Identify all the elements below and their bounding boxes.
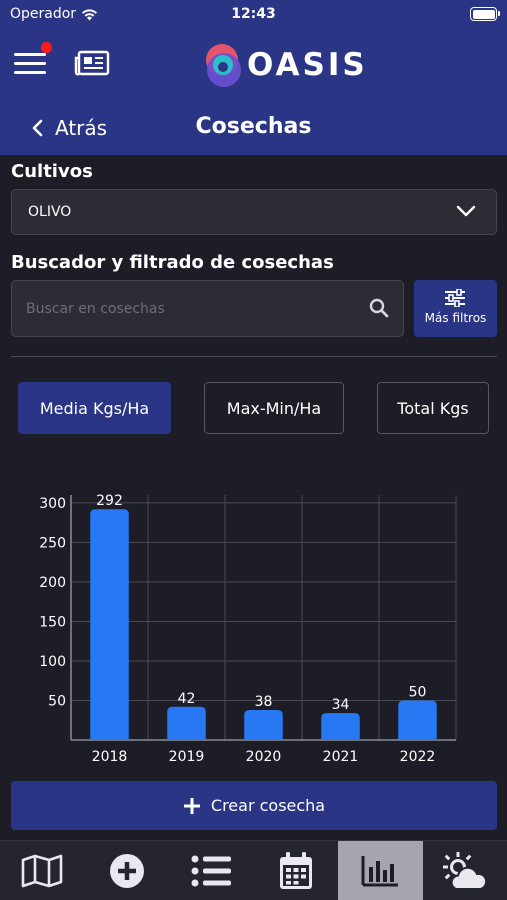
oasis-logo-icon: [206, 44, 241, 87]
weather-icon: [442, 851, 487, 890]
y-tick-label: 100: [39, 654, 66, 670]
chevron-left-icon: [32, 119, 43, 137]
tab-list[interactable]: [169, 841, 254, 900]
divider: [11, 356, 497, 357]
y-tick-label: 150: [39, 614, 66, 630]
search-section-label: Buscador y filtrado de cosechas: [11, 252, 334, 273]
chart-icon: [361, 855, 399, 886]
calendar-icon: [279, 851, 312, 889]
brand-logo: OASIS: [203, 40, 368, 90]
more-filters-label: Más filtros: [424, 311, 487, 325]
plus-icon: [183, 797, 200, 814]
data-label-2018: 292: [96, 493, 123, 509]
navigation-bar: Atrás Cosechas: [0, 108, 507, 148]
chevron-down-icon: [456, 205, 476, 217]
sliders-icon: [445, 289, 465, 307]
add-circle-icon: [109, 853, 144, 888]
x-tick-label-2020: 2020: [246, 749, 282, 765]
tab-total-kgs[interactable]: Total Kgs: [377, 382, 489, 434]
back-button[interactable]: Atrás: [32, 116, 107, 140]
carrier-name: Operador: [10, 6, 77, 22]
data-label-2021: 34: [332, 697, 350, 713]
page-title: Cosechas: [195, 114, 312, 139]
tab-media-kgs-ha[interactable]: Media Kgs/Ha: [18, 382, 171, 434]
back-label: Atrás: [55, 116, 108, 140]
search-icon[interactable]: [369, 298, 389, 318]
search-input[interactable]: [12, 281, 352, 336]
crops-label: Cultivos: [11, 161, 93, 182]
bar-2019: [167, 706, 206, 740]
map-icon: [21, 854, 63, 887]
y-tick-label: 300: [39, 496, 66, 512]
newspaper-icon: [74, 50, 110, 76]
bottom-tab-bar: [0, 840, 507, 900]
tab-add[interactable]: [85, 841, 170, 900]
x-tick-label-2018: 2018: [92, 749, 128, 765]
status-time: 12:43: [231, 6, 276, 22]
data-label-2020: 38: [255, 694, 273, 710]
x-tick-label-2019: 2019: [169, 749, 205, 765]
news-button[interactable]: [74, 48, 110, 78]
tab-map[interactable]: [0, 841, 85, 900]
crop-select-value: OLIVO: [28, 204, 72, 220]
bar-2022: [398, 700, 437, 740]
harvest-bar-chart: 50 100 150 200 250 300 292 2018 42 2019 38 2020 34 20…: [39, 493, 457, 765]
create-harvest-label: Crear cosecha: [210, 796, 326, 815]
bar-2021: [321, 713, 360, 740]
data-label-2019: 42: [178, 691, 196, 707]
data-label-2022: 50: [409, 684, 427, 700]
bar-2020: [244, 709, 283, 740]
search-field: [11, 280, 404, 337]
app-header: Operador 12:43: [0, 0, 507, 155]
brand-name: OASIS: [247, 47, 368, 83]
x-tick-label-2021: 2021: [323, 749, 359, 765]
y-tick-label: 200: [39, 575, 66, 591]
crop-select[interactable]: OLIVO: [11, 189, 497, 235]
x-tick-label-2022: 2022: [400, 749, 436, 765]
tab-max-min-ha[interactable]: Max-Min/Ha: [204, 382, 344, 434]
bar-2018: [90, 509, 129, 740]
status-bar: Operador 12:43: [0, 0, 507, 30]
y-tick-label: 250: [39, 535, 66, 551]
tab-calendar[interactable]: [254, 841, 339, 900]
notification-dot: [41, 42, 52, 53]
menu-button[interactable]: [14, 42, 52, 78]
y-tick-label: 50: [48, 693, 66, 709]
battery-icon: [470, 7, 500, 21]
list-icon: [191, 855, 232, 886]
tab-statistics[interactable]: [338, 841, 423, 900]
create-harvest-button[interactable]: Crear cosecha: [11, 781, 497, 830]
more-filters-button[interactable]: Más filtros: [414, 280, 497, 337]
tab-weather[interactable]: [423, 841, 507, 900]
wifi-icon: [82, 8, 98, 20]
